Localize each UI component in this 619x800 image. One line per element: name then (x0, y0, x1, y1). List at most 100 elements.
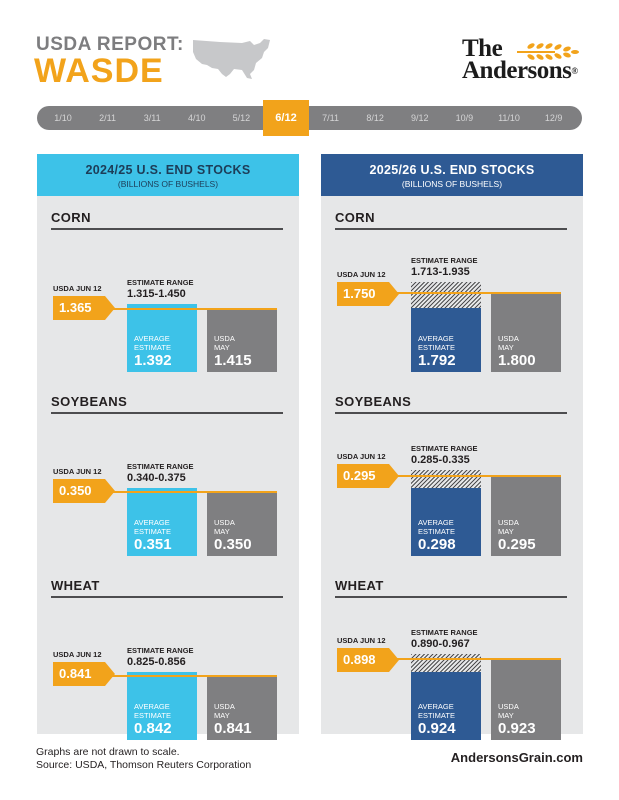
footer-note: Graphs are not drawn to scale. Source: U… (36, 746, 251, 772)
estimate-range-value: 0.340-0.375 (127, 472, 186, 484)
estimate-range-label: ESTIMATE RANGE (411, 256, 478, 265)
bar-label: AVERAGE ESTIMATE (418, 334, 455, 352)
usda-reference-line (343, 475, 561, 477)
timeline-date-5-12[interactable]: 5/12 (232, 113, 251, 123)
usda-jun-label: USDA JUN 12 (53, 650, 102, 659)
footer-website[interactable]: AndersonsGrain.com (450, 750, 583, 765)
bar-value: 1.800 (498, 352, 536, 369)
crop-wheat: WHEAT ESTIMATE RANGE 0.890-0.967 AVERAGE EST… (335, 578, 567, 740)
usda-jun-marker: 1.365 (53, 296, 115, 320)
bar-average-estimate: AVERAGE ESTIMATE 0.351 (127, 488, 197, 556)
usda-jun-value: 1.750 (337, 282, 389, 306)
chart-soybeans: ESTIMATE RANGE 0.340-0.375 AVERAGE ESTIMATE… (51, 416, 283, 556)
usda-jun-value: 0.295 (337, 464, 389, 488)
crop-divider (51, 596, 283, 598)
bar-average-estimate: AVERAGE ESTIMATE 0.298 (411, 488, 481, 556)
bar-value: 0.923 (498, 720, 536, 737)
estimate-range-label: ESTIMATE RANGE (411, 628, 478, 637)
crop-divider (335, 228, 567, 230)
bar-average-estimate: AVERAGE ESTIMATE 0.924 (411, 672, 481, 740)
arrow-pointer (389, 464, 399, 488)
bar-value: 1.392 (134, 352, 172, 369)
footer-note-line-1: Graphs are not drawn to scale. (36, 746, 180, 758)
panel-title: 2025/26 U.S. END STOCKS (369, 163, 535, 177)
usda-jun-value: 0.350 (53, 479, 105, 503)
timeline-date-8-12[interactable]: 8/12 (366, 113, 384, 123)
estimate-range-value: 1.315-1.450 (127, 288, 186, 300)
estimate-range-label: ESTIMATE RANGE (127, 278, 194, 287)
arrow-pointer (105, 662, 115, 686)
panel-title: 2024/25 U.S. END STOCKS (85, 163, 251, 177)
us-map-icon (193, 39, 270, 79)
crop-corn: CORN ESTIMATE RANGE 1.713-1.935 AVERAGE ESTI… (335, 210, 567, 372)
usda-reference-line (59, 308, 277, 310)
panel-2025-26: 2025/26 U.S. END STOCKS (BILLIONS OF BUS… (321, 154, 583, 740)
bar-value: 0.841 (214, 720, 252, 737)
bar-label: USDA MAY (498, 334, 519, 352)
usda-reference-line (59, 491, 277, 493)
usda-jun-value: 0.898 (337, 648, 389, 672)
bar-label: AVERAGE ESTIMATE (418, 518, 455, 536)
bar-label: USDA MAY (214, 334, 235, 352)
logo-registered-mark: ® (571, 66, 578, 76)
wheat-icon (517, 43, 579, 60)
report-title: WASDE (34, 52, 164, 90)
bar-value: 0.351 (134, 536, 172, 553)
usda-jun-marker: 0.898 (337, 648, 399, 672)
timeline-date-2-11[interactable]: 2/11 (99, 113, 117, 123)
timeline-date-12-9[interactable]: 12/9 (544, 113, 563, 123)
usda-jun-label: USDA JUN 12 (337, 452, 386, 461)
usda-jun-label: USDA JUN 12 (53, 467, 102, 476)
estimate-range-value: 1.713-1.935 (411, 266, 470, 278)
crop-divider (51, 412, 283, 414)
bar-label: AVERAGE ESTIMATE (418, 702, 455, 720)
arrow-pointer (105, 479, 115, 503)
chart-wheat: ESTIMATE RANGE 0.825-0.856 AVERAGE ESTIMATE… (51, 600, 283, 740)
panel-subtitle: (BILLIONS OF BUSHELS) (401, 179, 503, 189)
timeline-date-9-12[interactable]: 9/12 (411, 113, 429, 123)
panel-header: 2025/26 U.S. END STOCKS (BILLIONS OF BUS… (321, 154, 583, 196)
bar-value: 0.924 (418, 720, 456, 737)
footer-source: Source: USDA, Thomson Reuters Corporatio… (36, 759, 252, 771)
timeline-date-7-11[interactable]: 7/11 (322, 113, 340, 123)
estimate-range-label: ESTIMATE RANGE (411, 444, 478, 453)
logo-line-2: Andersons® (462, 57, 592, 84)
timeline-date-11-10[interactable]: 11/10 (498, 113, 520, 123)
bar-usda-may: USDA MAY 1.415 (207, 309, 277, 372)
usda-jun-value: 0.841 (53, 662, 105, 686)
bar-usda-may: USDA MAY 0.350 (207, 492, 277, 556)
crop-soybeans: SOYBEANS ESTIMATE RANGE 0.285-0.335 AVERAGE… (335, 394, 567, 556)
usda-jun-marker: 0.350 (53, 479, 115, 503)
usda-jun-marker: 0.841 (53, 662, 115, 686)
timeline-date-4-10[interactable]: 4/10 (188, 113, 206, 123)
usda-reference-line (343, 292, 561, 294)
timeline-date-6-12[interactable]: 6/12 (263, 100, 309, 136)
bar-value: 0.842 (134, 720, 172, 737)
andersons-logo: The Andersons® (462, 35, 592, 84)
panel-subtitle: (BILLIONS OF BUSHELS) (117, 179, 219, 189)
crop-divider (335, 596, 567, 598)
panel-header: 2024/25 U.S. END STOCKS (BILLIONS OF BUS… (37, 154, 299, 196)
timeline-date-3-11[interactable]: 3/11 (143, 113, 161, 123)
bar-label: USDA MAY (214, 518, 235, 536)
crop-name: CORN (51, 210, 91, 225)
logo-line-2-text: Andersons (462, 57, 572, 84)
bar-value: 0.350 (214, 536, 252, 553)
logo-line-1: The (462, 35, 503, 62)
estimate-range-value: 0.890-0.967 (411, 638, 470, 650)
crop-divider (335, 412, 567, 414)
bar-label: AVERAGE ESTIMATE (134, 334, 171, 352)
crop-soybeans: SOYBEANS ESTIMATE RANGE 0.340-0.375 AVERAGE… (51, 394, 283, 556)
bar-value: 0.295 (498, 536, 536, 553)
usda-reference-line (343, 658, 561, 660)
bar-label: AVERAGE ESTIMATE (134, 702, 171, 720)
timeline-date-10-9[interactable]: 10/9 (455, 113, 474, 123)
bar-usda-may: USDA MAY 0.295 (491, 476, 561, 556)
timeline-date-1-10[interactable]: 1/10 (54, 113, 72, 123)
usda-jun-value: 1.365 (53, 296, 105, 320)
crop-name: SOYBEANS (335, 394, 412, 409)
crop-name: CORN (335, 210, 375, 225)
bar-label: USDA MAY (214, 702, 235, 720)
usda-jun-label: USDA JUN 12 (337, 636, 386, 645)
bar-value: 1.415 (214, 352, 252, 369)
